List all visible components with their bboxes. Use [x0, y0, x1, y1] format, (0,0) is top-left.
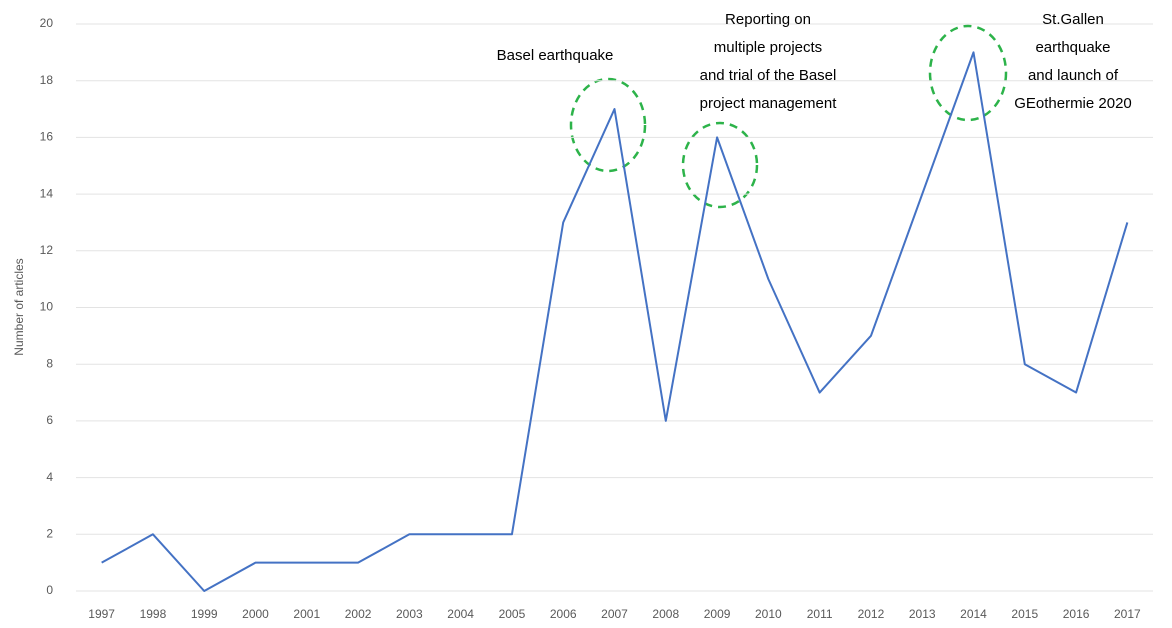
x-tick-label: 2009 [704, 607, 731, 621]
x-tick-label: 2014 [960, 607, 987, 621]
y-tick-label: 16 [40, 130, 54, 144]
y-tick-label: 0 [46, 583, 53, 597]
x-tick-label: 2007 [601, 607, 628, 621]
y-tick-label: 4 [46, 470, 53, 484]
y-tick-label: 18 [40, 73, 54, 87]
y-tick-label: 8 [46, 356, 53, 370]
highlight-circle [928, 24, 1008, 122]
annotation: GEothermie 2020 [1014, 95, 1132, 112]
annotation: project management [700, 95, 838, 112]
x-tick-label: 2002 [345, 607, 372, 621]
x-tick-label: 2016 [1063, 607, 1090, 621]
x-tick-label: 2010 [755, 607, 782, 621]
y-tick-label: 6 [46, 413, 53, 427]
annotation: Basel earthquake [497, 47, 614, 64]
x-tick-label: 2008 [652, 607, 679, 621]
highlight-circle [681, 121, 759, 209]
x-tick-label: 2004 [447, 607, 474, 621]
annotation: Reporting on [725, 11, 811, 28]
x-tick-label: 2013 [909, 607, 936, 621]
x-tick-label: 2000 [242, 607, 269, 621]
data-line [101, 51, 1129, 592]
x-tick-label: 2015 [1011, 607, 1038, 621]
x-tick-label: 2012 [858, 607, 885, 621]
annotation: multiple projects [714, 39, 822, 56]
annotation: St.Gallen [1042, 11, 1104, 28]
x-tick-label: 2006 [550, 607, 577, 621]
annotation: earthquake [1035, 39, 1110, 56]
y-tick-label: 12 [40, 243, 54, 257]
y-axis-label: Number of articles [12, 258, 26, 355]
highlight-circle [569, 77, 647, 173]
y-tick-label: 2 [46, 526, 53, 540]
x-tick-label: 2003 [396, 607, 423, 621]
x-tick-label: 2001 [293, 607, 320, 621]
annotation: and trial of the Basel [700, 67, 837, 84]
x-tick-label: 1997 [88, 607, 115, 621]
x-tick-label: 1999 [191, 607, 218, 621]
x-tick-label: 2011 [807, 607, 833, 621]
annotation: and launch of [1028, 67, 1119, 84]
y-tick-label: 10 [40, 300, 54, 314]
y-tick-label: 14 [40, 186, 54, 200]
x-tick-label: 1998 [140, 607, 167, 621]
x-tick-label: 2017 [1114, 607, 1141, 621]
x-tick-label: 2005 [499, 607, 526, 621]
y-tick-label: 20 [40, 16, 54, 30]
